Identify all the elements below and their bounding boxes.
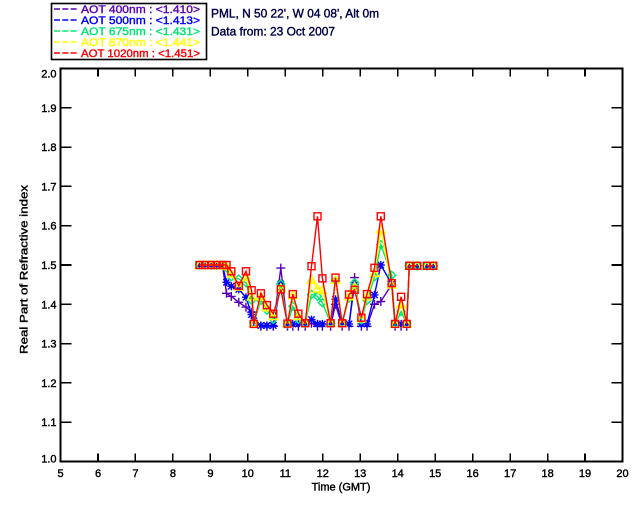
svg-text:1.3: 1.3 [41, 339, 56, 351]
svg-text:15: 15 [429, 468, 441, 480]
svg-text:AOT 1020nm : <1.451>: AOT 1020nm : <1.451> [81, 48, 200, 60]
svg-text:PML, N 50 22', W 04 08', Alt 0: PML, N 50 22', W 04 08', Alt 0m [211, 7, 379, 21]
svg-text:7: 7 [132, 468, 138, 480]
svg-text:AOT 500nm : <1.413>: AOT 500nm : <1.413> [81, 15, 200, 27]
svg-text:5: 5 [57, 468, 63, 480]
svg-text:Real Part of Refractive index: Real Part of Refractive index [19, 184, 31, 354]
svg-text:1.1: 1.1 [41, 417, 56, 429]
svg-text:1.8: 1.8 [41, 142, 56, 154]
svg-text:18: 18 [541, 468, 553, 480]
svg-text:1.0: 1.0 [41, 454, 56, 466]
svg-text:AOT 675nm : <1.431>: AOT 675nm : <1.431> [81, 26, 200, 38]
svg-text:2.0: 2.0 [41, 69, 56, 81]
svg-text:16: 16 [466, 468, 478, 480]
svg-text:1.6: 1.6 [41, 221, 56, 233]
svg-text:1.4: 1.4 [41, 299, 56, 311]
svg-text:1.2: 1.2 [41, 378, 56, 390]
svg-text:20: 20 [616, 468, 628, 480]
svg-text:13: 13 [354, 468, 366, 480]
svg-text:6: 6 [95, 468, 101, 480]
svg-text:12: 12 [317, 468, 329, 480]
svg-text:1.7: 1.7 [41, 181, 56, 193]
svg-text:AOT 400nm : <1.410>: AOT 400nm : <1.410> [81, 4, 200, 16]
svg-text:1.9: 1.9 [41, 103, 56, 115]
svg-text:Data from: 23 Oct 2007: Data from: 23 Oct 2007 [211, 25, 335, 39]
svg-text:19: 19 [579, 468, 591, 480]
svg-text:10: 10 [242, 468, 254, 480]
svg-text:8: 8 [170, 468, 176, 480]
svg-text:14: 14 [392, 468, 404, 480]
svg-text:Time (GMT): Time (GMT) [312, 482, 371, 494]
svg-text:17: 17 [504, 468, 516, 480]
svg-text:AOT 870nm : <1.441>: AOT 870nm : <1.441> [81, 37, 200, 49]
svg-text:9: 9 [207, 468, 213, 480]
svg-text:11: 11 [280, 468, 291, 480]
svg-text:1.5: 1.5 [41, 260, 56, 272]
